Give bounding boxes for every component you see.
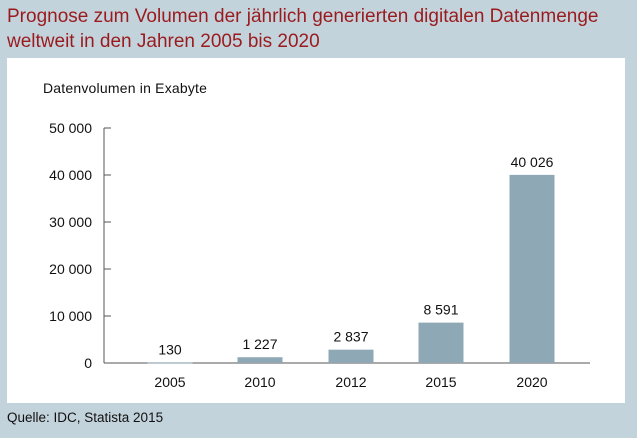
x-tick-label: 2005 [154, 374, 185, 390]
chart-title-line-1: Prognose zum Volumen der jährlich generi… [7, 6, 599, 27]
chart-title-line-2: weltweit in den Jahren 2005 bis 2020 [7, 31, 320, 52]
bar [328, 349, 374, 363]
source-note: Quelle: IDC, Statista 2015 [7, 410, 164, 425]
y-tick-label: 0 [84, 355, 92, 371]
bar [147, 362, 193, 364]
y-tick-label: 30 000 [49, 214, 92, 230]
chart-title: Prognose zum Volumen der jährlich generi… [7, 4, 632, 54]
bar-value-label: 1 227 [242, 336, 277, 352]
bar [509, 174, 555, 363]
bar-value-label: 130 [158, 341, 182, 357]
bar-value-label: 2 837 [333, 329, 368, 345]
bar [237, 357, 283, 363]
y-tick-label: 10 000 [49, 308, 92, 324]
y-tick-label: 40 000 [49, 167, 92, 183]
x-tick-label: 2015 [425, 374, 456, 390]
y-axis-label: Datenvolumen in Exabyte [43, 80, 208, 96]
y-tick-label: 20 000 [49, 261, 92, 277]
y-tick-label: 50 000 [49, 120, 92, 136]
bar-value-label: 40 026 [511, 154, 554, 170]
bar-value-label: 8 591 [423, 302, 458, 318]
x-tick-label: 2012 [335, 374, 366, 390]
x-tick-label: 2010 [244, 374, 275, 390]
x-tick-label: 2020 [516, 374, 547, 390]
bar [418, 322, 464, 363]
